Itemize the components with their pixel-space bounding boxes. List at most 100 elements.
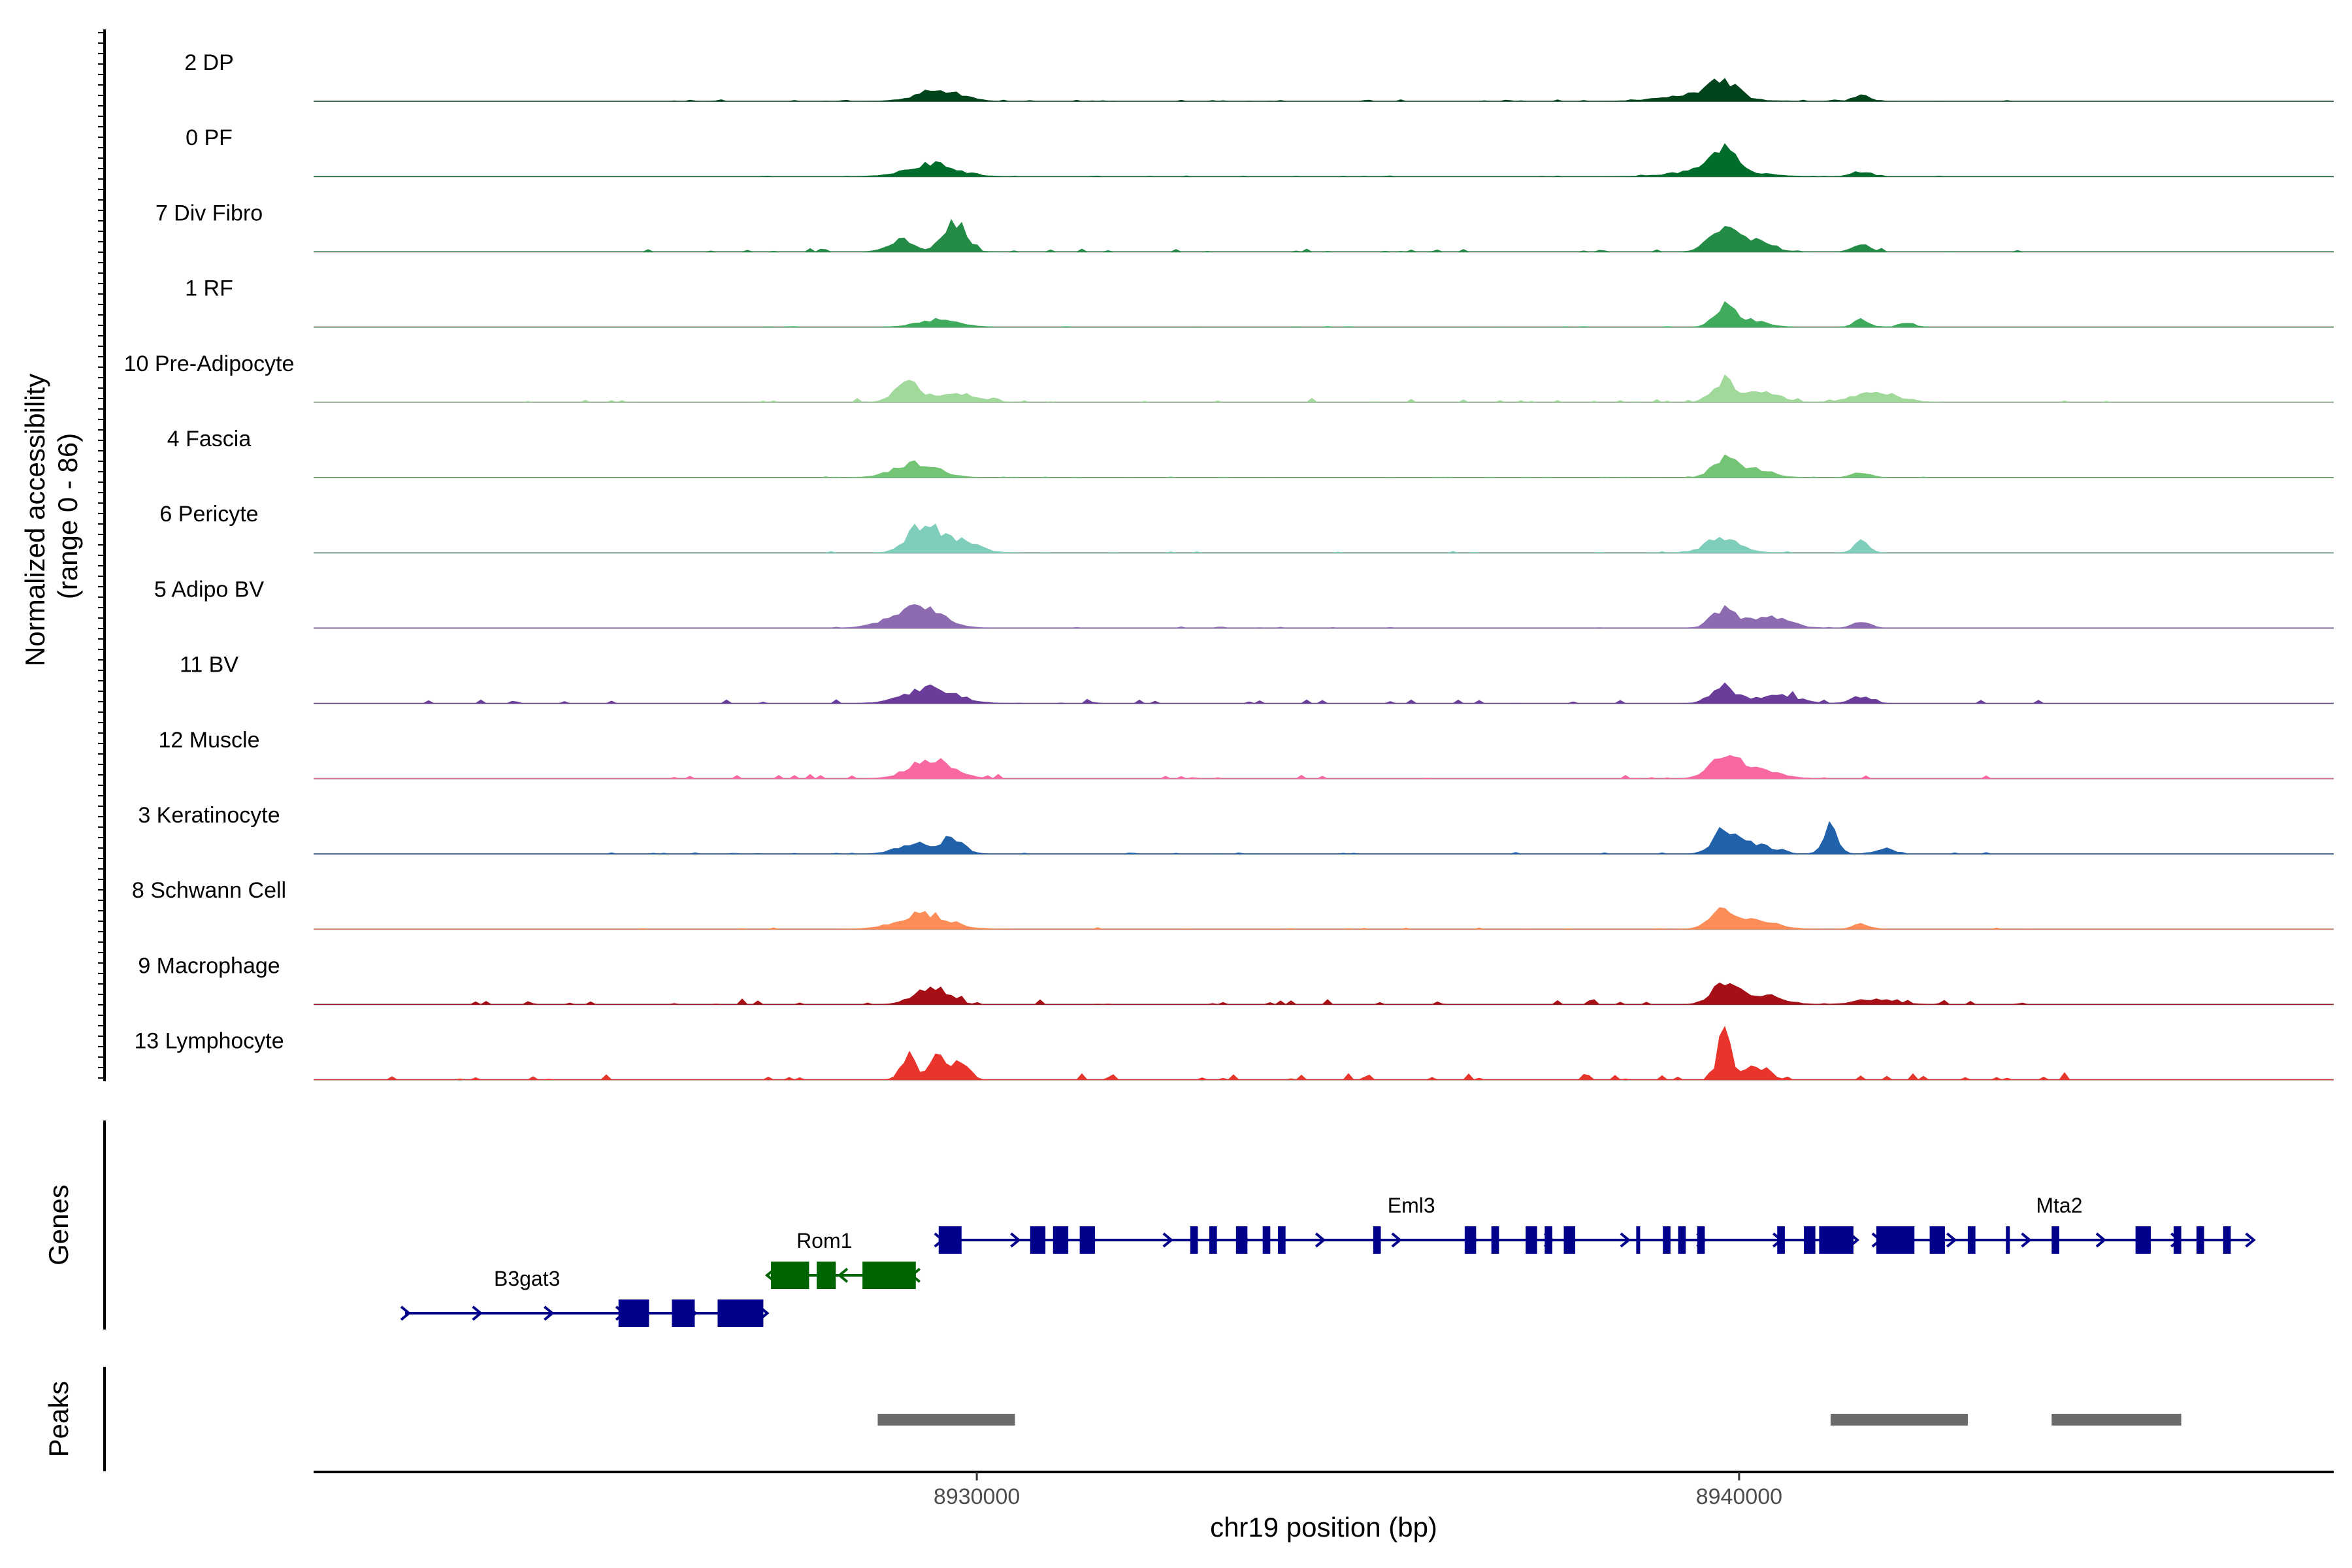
exon [1030, 1226, 1046, 1254]
coverage-area [314, 523, 2334, 553]
strand-arrow [837, 1267, 849, 1283]
strand-arrow [1315, 1232, 1326, 1248]
gene-mta2: Mta2 [1871, 1194, 2256, 1254]
exon [1929, 1226, 1945, 1254]
track-label: 7 Div Fibro [155, 201, 263, 225]
coverage-axis-title: Normalized accessibility (range 0 - 86) [20, 366, 83, 666]
exon [1697, 1226, 1705, 1254]
track-label: 1 RF [185, 276, 233, 301]
exon [1819, 1226, 1854, 1254]
exon [2006, 1226, 2010, 1254]
coverage-axis-title-line-1: Normalized accessibility [20, 374, 50, 666]
exon [1544, 1226, 1553, 1254]
exon [2223, 1226, 2231, 1254]
track-label: 0 PF [186, 125, 233, 150]
exon [1079, 1226, 1095, 1254]
track-label: 11 BV [180, 653, 238, 678]
exon [1262, 1226, 1271, 1254]
track-9-macrophage: 9 Macrophage [138, 953, 2334, 1005]
peak-region-bar [877, 1414, 1015, 1426]
peaks-track [877, 1414, 2181, 1426]
coverage-area [314, 454, 2334, 478]
exon [1373, 1226, 1381, 1254]
track-12-muscle: 12 Muscle [159, 728, 2334, 779]
track-label: 13 Lymphocyte [134, 1029, 284, 1054]
exon [1636, 1226, 1641, 1254]
exon [938, 1226, 962, 1254]
exon [1491, 1226, 1499, 1254]
exon [2173, 1226, 2181, 1254]
strand-arrow [2245, 1232, 2256, 1248]
gene-label: Mta2 [2036, 1194, 2082, 1217]
gene-rom1: Rom1 [764, 1229, 921, 1289]
x-tick-label: 8930000 [934, 1484, 1020, 1509]
coverage-area [314, 682, 2334, 704]
strand-arrow [544, 1305, 555, 1321]
exon [2135, 1226, 2151, 1254]
strand-arrow [2095, 1232, 2107, 1248]
exon [1277, 1226, 1286, 1254]
exon [1678, 1226, 1686, 1254]
track-10-pre-adipocyte: 10 Pre-Adipocyte [124, 351, 2334, 403]
exon [2196, 1226, 2204, 1254]
strand-arrow [1946, 1232, 1957, 1248]
x-axis-ticks: 8930000 8940000 [934, 1472, 1782, 1509]
track-label: 8 Schwann Cell [132, 878, 286, 903]
track-4-fascia: 4 Fascia [167, 427, 2334, 478]
exon [1663, 1226, 1671, 1254]
track-label: 12 Muscle [159, 728, 260, 753]
track-8-schwann-cell: 8 Schwann Cell [132, 878, 2334, 930]
exon [1053, 1226, 1069, 1254]
gene-label: B3gat3 [494, 1267, 560, 1290]
exon [672, 1299, 695, 1327]
gene-b3gat3: B3gat3 [400, 1267, 770, 1327]
peaks-panel-label: Peaks [43, 1381, 74, 1458]
strand-arrow [1162, 1232, 1173, 1248]
track-5-adipo-bv: 5 Adipo BV [154, 577, 2334, 629]
exon [1876, 1226, 1915, 1254]
exon [1563, 1226, 1576, 1254]
coverage-area [314, 755, 2334, 779]
coverage-area [314, 907, 2334, 930]
exon [2051, 1226, 2059, 1254]
genes-track: B3gat3 Rom1 Eml3 Mta2 [400, 1194, 2256, 1327]
strand-arrow [1620, 1232, 1631, 1248]
coverage-area [314, 604, 2334, 629]
exon [1209, 1226, 1217, 1254]
coverage-axis-title-line-2: (range 0 - 86) [52, 433, 83, 599]
track-0-pf: 0 PF [186, 125, 2334, 178]
x-tick-label: 8940000 [1696, 1484, 1782, 1509]
exon [771, 1262, 809, 1289]
coverage-area [314, 78, 2334, 102]
coverage-tracks: 2 DP 0 PF 7 Div Fibro 1 RF 10 Pre-Adipocyte 4… [124, 50, 2334, 1081]
gene-label: Eml3 [1388, 1194, 1435, 1217]
exon [1190, 1226, 1198, 1254]
track-1-rf: 1 RF [185, 276, 2334, 328]
coverage-area [314, 219, 2334, 252]
gene-label: Rom1 [796, 1229, 852, 1252]
track-label: 3 Keratinocyte [138, 803, 280, 828]
track-6-pericyte: 6 Pericyte [159, 502, 2334, 554]
gene-eml3: Eml3 [934, 1194, 1860, 1254]
track-11-bv: 11 BV [180, 653, 2334, 704]
exon [1967, 1226, 1976, 1254]
exon [717, 1299, 764, 1327]
track-label: 2 DP [184, 50, 234, 75]
coverage-area [314, 1026, 2334, 1081]
strand-arrow [1010, 1232, 1021, 1248]
coverage-area [314, 821, 2334, 855]
track-label: 5 Adipo BV [154, 577, 265, 602]
coverage-area [314, 374, 2334, 403]
exon [1235, 1226, 1248, 1254]
coverage-area [314, 143, 2334, 177]
strand-arrow [472, 1305, 483, 1321]
coverage-area [314, 301, 2334, 328]
exon [1804, 1226, 1816, 1254]
track-13-lymphocyte: 13 Lymphocyte [134, 1026, 2334, 1081]
track-label: 10 Pre-Adipocyte [124, 351, 295, 376]
track-label: 4 Fascia [167, 427, 252, 451]
track-label: 6 Pericyte [159, 502, 258, 527]
track-label: 9 Macrophage [138, 953, 280, 978]
exon [817, 1262, 836, 1289]
